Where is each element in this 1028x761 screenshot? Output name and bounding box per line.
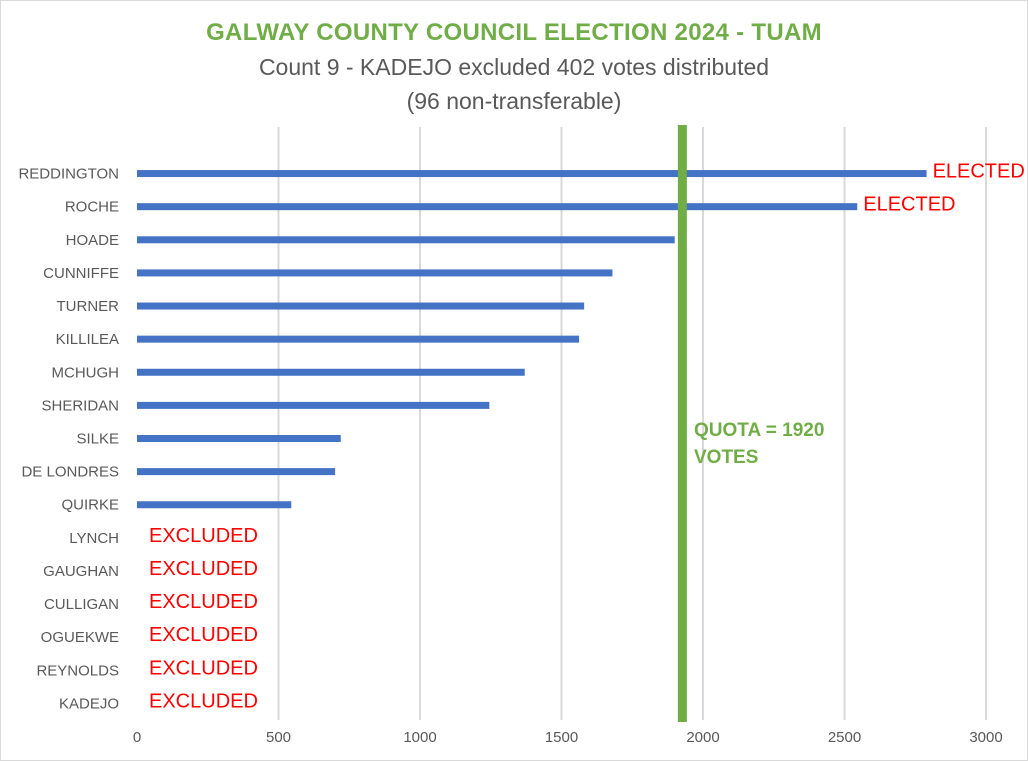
category-label: ROCHE [65,199,119,216]
x-tick-label: 3000 [969,729,1002,746]
category-label: REDDINGTON [18,166,119,183]
status-label: EXCLUDED [149,525,258,547]
category-label: KILLILEA [56,331,119,348]
bar [137,170,927,178]
category-label: OGUEKWE [41,629,119,646]
category-label: CULLIGAN [44,596,119,613]
category-labels: REDDINGTON ROCHE HOADE CUNNIFFE TURNER KILLIL… [18,166,119,713]
x-tick-labels: 0 500 1000 1500 2000 2500 3000 [133,729,1003,746]
category-label: KADEJO [59,695,119,712]
bar [137,501,292,509]
status-label: EXCLUDED [149,558,258,580]
category-label: LYNCH [69,530,119,547]
bar [137,203,858,211]
category-label: HOADE [66,232,119,249]
gridlines [277,127,987,720]
category-label: QUIRKE [61,497,119,514]
x-tick-label: 2500 [828,729,861,746]
category-label: SILKE [76,431,119,448]
x-tick-label: 1500 [545,729,578,746]
status-label: EXCLUDED [149,690,258,712]
status-label: ELECTED [933,161,1025,183]
x-tick-label: 2000 [686,729,719,746]
bars [137,170,927,509]
x-tick-label: 1000 [403,729,436,746]
bar [137,236,675,244]
quota-label: VOTES [694,447,758,468]
quota-marker: QUOTA = 1920 VOTES [677,125,824,722]
bar [137,335,580,343]
category-label: REYNOLDS [36,662,119,679]
bar [137,401,490,409]
status-label: EXCLUDED [149,657,258,679]
category-label: MCHUGH [52,364,120,381]
bar [137,269,613,277]
bar [137,468,336,476]
status-label: EXCLUDED [149,624,258,646]
bar [137,435,341,442]
status-label: ELECTED [863,194,955,216]
bar [137,368,525,376]
status-label: EXCLUDED [149,591,258,613]
chart-subtitle-line-2: (96 non-transferable) [406,88,622,114]
chart-title-block: GALWAY COUNTY COUNCIL ELECTION 2024 - TU… [0,16,1028,118]
x-tick-label: 500 [266,729,291,746]
quota-label: QUOTA = 1920 [694,420,824,441]
x-tick-label: 0 [133,729,141,746]
category-label: DE LONDRES [21,464,119,481]
category-label: TURNER [57,298,120,315]
category-label: SHERIDAN [41,397,119,414]
bar [137,302,585,310]
category-label: GAUGHAN [43,563,119,580]
status-labels: ELECTED ELECTED EXCLUDED EXCLUDED EXCLUDED EX… [149,161,1025,713]
chart-subtitle-line-1: Count 9 - KADEJO excluded 402 votes dist… [258,54,770,80]
category-label: CUNNIFFE [43,265,119,282]
chart-title: GALWAY COUNTY COUNCIL ELECTION 2024 - TU… [206,19,822,46]
